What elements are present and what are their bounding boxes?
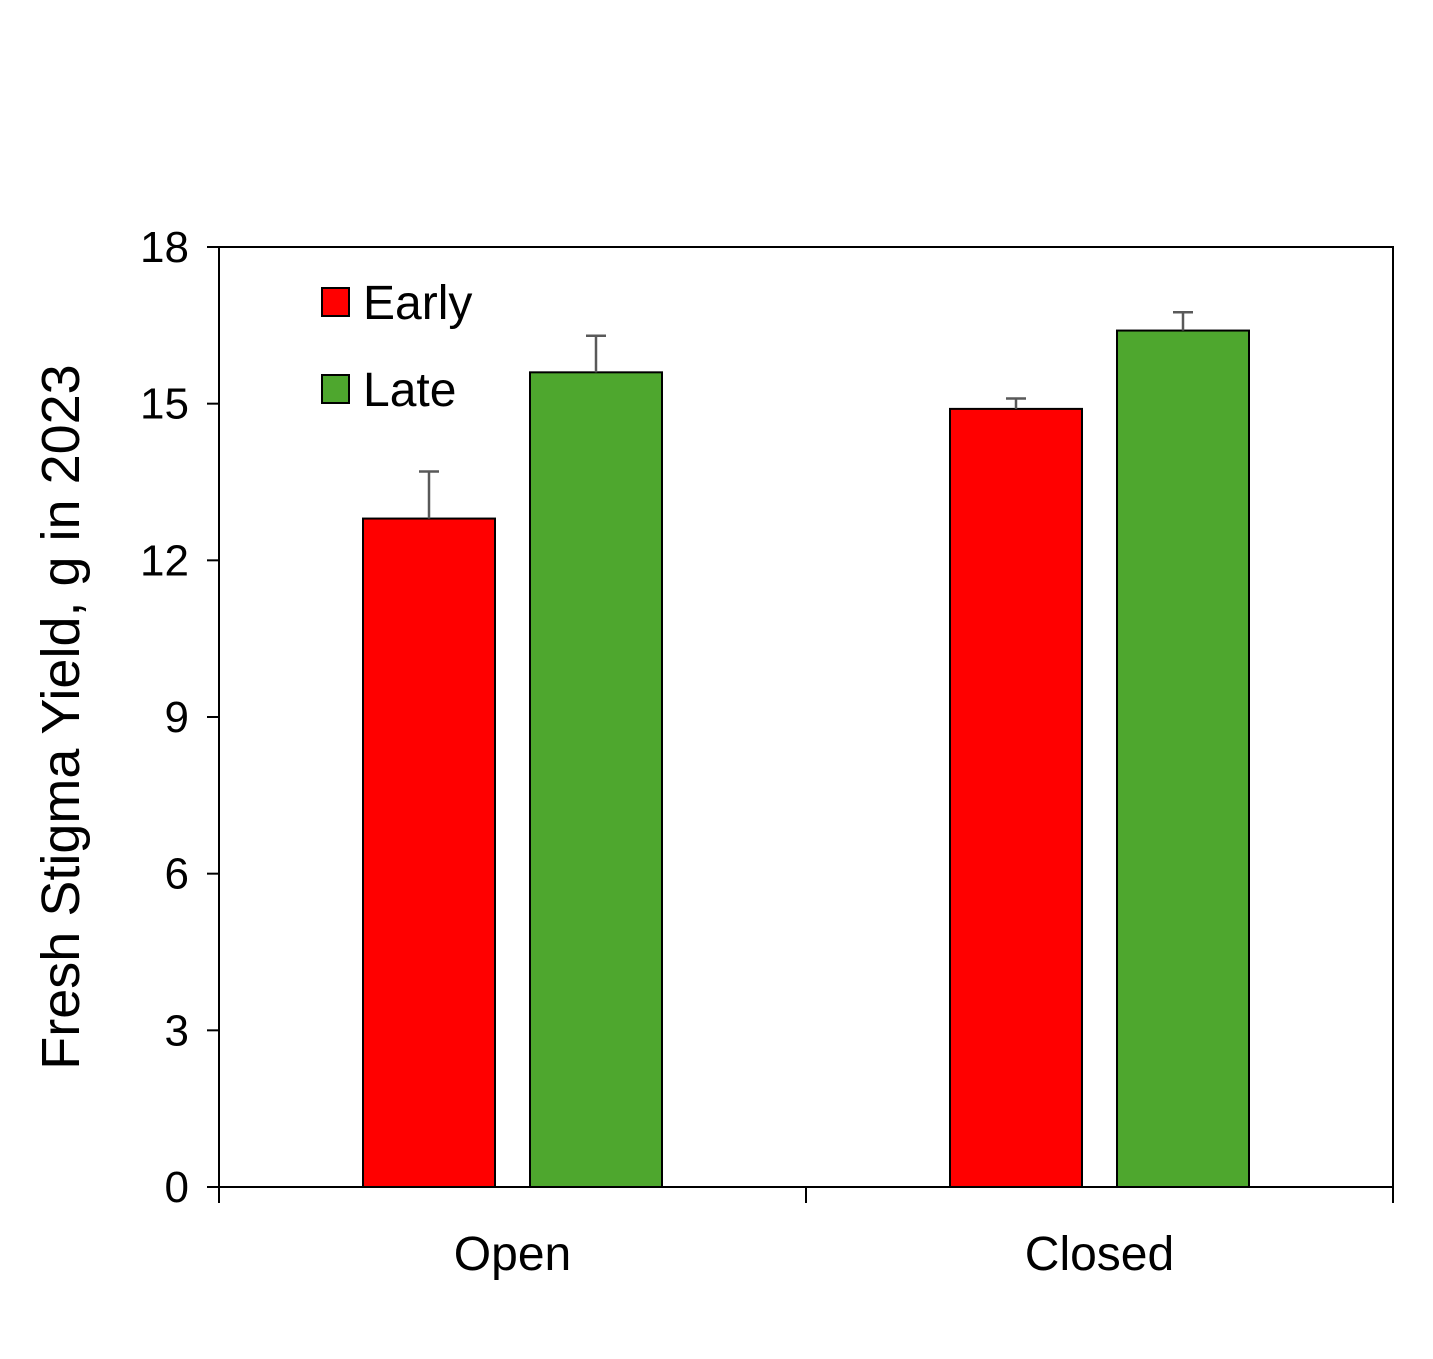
axes: 0 3 6 9 12 15 18 Open Closed (140, 223, 1394, 1281)
bar-late (529, 371, 663, 1189)
legend-label-late: Late (363, 364, 456, 417)
y-axis-title: Fresh Stigma Yield, g in 2023 (31, 364, 91, 1069)
legend-label-early: Early (363, 277, 472, 330)
y-tick-label: 18 (140, 223, 189, 272)
bar-early (362, 517, 496, 1188)
bars (362, 329, 1250, 1189)
y-tick-label: 9 (165, 693, 189, 742)
x-category-label: Open (454, 1228, 571, 1281)
y-tick-label: 0 (165, 1163, 189, 1212)
y-tick-label: 6 (165, 850, 189, 899)
y-tick-label: 15 (140, 380, 189, 429)
y-tick-label: 3 (165, 1006, 189, 1055)
x-category-label: Closed (1025, 1228, 1174, 1281)
legend-swatch-early (321, 287, 350, 317)
legend: Early Late (321, 277, 472, 417)
bar-late (1116, 329, 1250, 1188)
error-bars (419, 311, 1193, 519)
bar-early (949, 407, 1083, 1188)
y-tick-label: 12 (140, 536, 189, 585)
legend-swatch-late (321, 374, 350, 404)
